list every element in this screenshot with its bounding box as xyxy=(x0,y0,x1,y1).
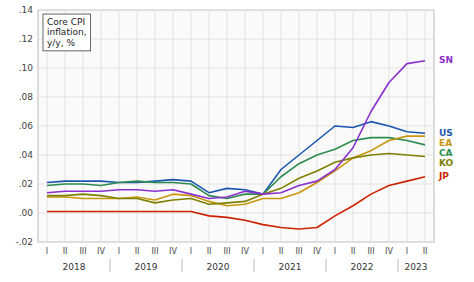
x-tick-label: IV xyxy=(241,247,249,256)
grid-line xyxy=(119,10,120,242)
grid-line xyxy=(38,39,434,40)
year-label: 2021 xyxy=(279,262,302,272)
y-tick-label: .06 xyxy=(19,121,34,131)
grid-line xyxy=(371,10,372,242)
grid-line xyxy=(227,10,228,242)
x-tick-label: IV xyxy=(169,247,177,256)
series-line xyxy=(47,138,425,199)
series-label: JP xyxy=(438,171,449,181)
x-tick-label: III xyxy=(367,247,374,256)
y-tick-label: -.02 xyxy=(15,237,33,247)
grid-line xyxy=(155,10,156,242)
year-separator xyxy=(398,259,399,272)
axes: -.02.00.02.04.06.08.10.12.14IIIIIIIVIIII… xyxy=(15,5,427,273)
series-line xyxy=(47,122,425,194)
x-tick-label: III xyxy=(151,247,158,256)
x-tick-label: IV xyxy=(313,247,321,256)
x-tick-label: II xyxy=(63,247,68,256)
grid-line xyxy=(137,10,138,242)
x-tick-label: I xyxy=(262,247,264,256)
year-label: 2022 xyxy=(351,262,374,272)
y-tick-label: .08 xyxy=(19,92,34,102)
grid-line xyxy=(353,10,354,242)
x-tick-label: II xyxy=(423,247,428,256)
x-tick-label: I xyxy=(46,247,48,256)
title: Core CPIinflation,y/y, % xyxy=(47,17,87,48)
x-tick-label: III xyxy=(223,247,230,256)
series-labels: SN USEACAKO JP xyxy=(438,55,454,181)
grid-line xyxy=(38,213,434,214)
grid-line xyxy=(38,242,434,243)
x-tick-label: I xyxy=(334,247,336,256)
year-separator xyxy=(254,259,255,272)
grid xyxy=(38,10,434,242)
x-tick-label: II xyxy=(279,247,284,256)
grid-line xyxy=(38,184,434,185)
y-tick-label: .04 xyxy=(19,150,34,160)
x-tick-label: IV xyxy=(97,247,105,256)
year-separator xyxy=(110,259,111,272)
grid-line xyxy=(299,10,300,242)
grid-line xyxy=(38,97,434,98)
grid-line xyxy=(101,10,102,242)
x-tick-label: II xyxy=(207,247,212,256)
grid-line xyxy=(191,10,192,242)
y-tick-label: .10 xyxy=(19,63,34,73)
grid-line xyxy=(245,10,246,242)
grid-line xyxy=(38,68,434,69)
plot-frame xyxy=(38,10,434,242)
grid-line xyxy=(281,10,282,242)
year-label: 2019 xyxy=(135,262,158,272)
series-label: US xyxy=(439,128,453,138)
chart: -.02.00.02.04.06.08.10.12.14IIIIIIIVIIII… xyxy=(0,0,474,282)
grid-line xyxy=(425,10,426,242)
grid-line xyxy=(407,10,408,242)
x-tick-label: I xyxy=(406,247,408,256)
series-label: KO xyxy=(439,158,454,168)
year-separator xyxy=(182,259,183,272)
grid-line xyxy=(263,10,264,242)
grid-line xyxy=(38,10,434,11)
x-tick-label: II xyxy=(135,247,140,256)
title-frame xyxy=(43,14,91,51)
x-tick-label: III xyxy=(79,247,86,256)
grid-line xyxy=(38,126,434,127)
series-label: CA xyxy=(439,148,453,158)
year-label: 2020 xyxy=(207,262,230,272)
series-label: EA xyxy=(439,138,452,148)
year-label: 2018 xyxy=(63,262,86,272)
year-separator xyxy=(326,259,327,272)
x-tick-label: III xyxy=(295,247,302,256)
x-tick-label: I xyxy=(118,247,120,256)
series-line xyxy=(47,61,425,199)
y-tick-label: .00 xyxy=(19,208,34,218)
x-tick-label: I xyxy=(190,247,192,256)
title-box: Core CPIinflation,y/y, % xyxy=(43,14,91,51)
grid-line xyxy=(317,10,318,242)
year-label: 2023 xyxy=(405,262,428,272)
lines xyxy=(47,61,425,229)
y-tick-label: .14 xyxy=(19,5,34,15)
series-label: SN xyxy=(439,55,453,65)
x-tick-label: II xyxy=(351,247,356,256)
grid-line xyxy=(209,10,210,242)
grid-line xyxy=(173,10,174,242)
x-tick-label: IV xyxy=(385,247,393,256)
series-line xyxy=(47,177,425,229)
y-tick-label: .12 xyxy=(19,34,33,44)
y-tick-label: .02 xyxy=(19,179,33,189)
